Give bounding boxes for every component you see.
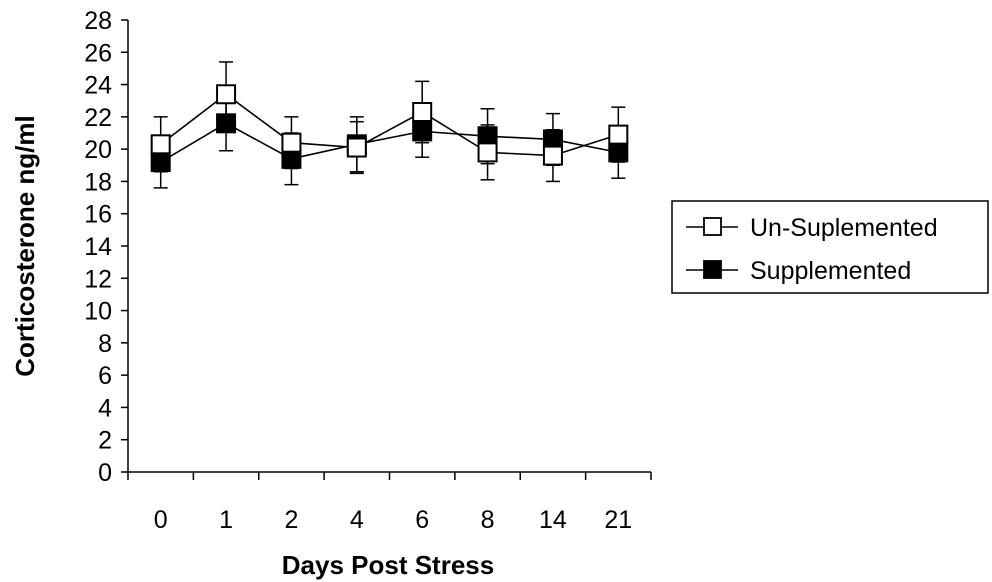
y-tick-label: 22 bbox=[84, 104, 112, 132]
data-point-unsupplemented bbox=[216, 84, 237, 105]
data-point-unsupplemented bbox=[412, 102, 433, 123]
y-tick-label: 14 bbox=[84, 233, 112, 261]
legend-label-unsupplemented: Un-Suplemented bbox=[750, 214, 938, 242]
y-tick-label: 28 bbox=[84, 7, 112, 35]
y-tick-label: 4 bbox=[98, 394, 112, 422]
y-tick-label: 16 bbox=[84, 201, 112, 229]
data-point-unsupplemented bbox=[346, 137, 367, 158]
series-line-unsupplemented bbox=[160, 93, 619, 157]
y-tick-label: 8 bbox=[98, 330, 112, 358]
data-point-unsupplemented bbox=[281, 132, 302, 153]
series-unsupplemented bbox=[150, 61, 629, 183]
series-line-supplemented bbox=[160, 122, 619, 163]
legend-marker-supplemented bbox=[703, 260, 722, 279]
data-point-unsupplemented bbox=[608, 124, 629, 145]
y-tick-label: 2 bbox=[98, 427, 112, 455]
x-tick-label: 8 bbox=[481, 506, 495, 534]
x-axis-title: Days Post Stress bbox=[282, 550, 494, 580]
y-axis-title: Corticosterone ng/ml bbox=[10, 115, 40, 376]
series-layer bbox=[150, 61, 629, 189]
y-tick-label: 10 bbox=[84, 298, 112, 326]
y-tick-label: 12 bbox=[84, 265, 112, 293]
x-tick-label: 14 bbox=[539, 506, 567, 534]
x-tick-label: 6 bbox=[415, 506, 429, 534]
x-tick-label: 1 bbox=[219, 506, 233, 534]
legend-marker-unsupplemented bbox=[703, 217, 722, 236]
y-tick-label: 18 bbox=[84, 168, 112, 196]
legend-label-supplemented: Supplemented bbox=[750, 257, 911, 285]
y-tick-label: 26 bbox=[84, 39, 112, 67]
data-point-unsupplemented bbox=[150, 134, 171, 155]
series-supplemented bbox=[150, 95, 629, 189]
x-tick-label: 4 bbox=[350, 506, 364, 534]
y-tick-label: 20 bbox=[84, 136, 112, 164]
data-point-unsupplemented bbox=[542, 145, 563, 166]
y-tick-label: 0 bbox=[98, 459, 112, 487]
data-point-unsupplemented bbox=[477, 142, 498, 163]
legend: Un-Suplemented Supplemented bbox=[671, 200, 989, 294]
x-tick-label: 21 bbox=[604, 506, 632, 534]
legend-box bbox=[671, 200, 989, 294]
y-tick-label: 6 bbox=[98, 362, 112, 390]
y-tick-label: 24 bbox=[84, 72, 112, 100]
x-axis-ticks: 0 1 2 4 6 8 14 21 bbox=[127, 472, 652, 534]
x-tick-label: 0 bbox=[154, 506, 168, 534]
axes bbox=[127, 20, 651, 473]
x-tick-label: 2 bbox=[284, 506, 298, 534]
